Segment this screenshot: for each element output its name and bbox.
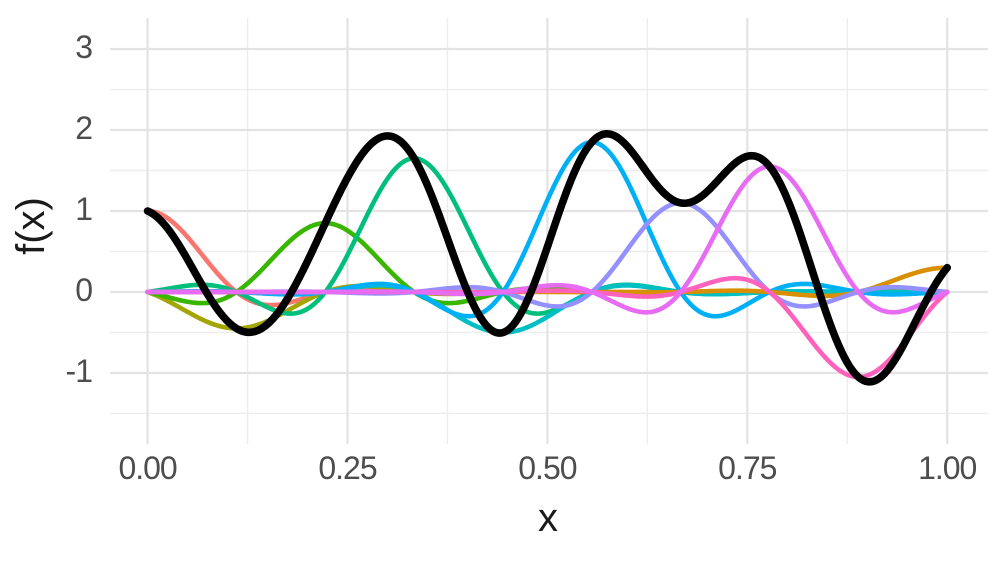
x-tick-label-0.50: 0.50 xyxy=(518,450,577,486)
y-tick-label-3: 3 xyxy=(75,29,93,66)
sum-curve xyxy=(143,130,952,386)
y-tick-label-1: 1 xyxy=(75,190,93,227)
x-tick-label-0.25: 0.25 xyxy=(318,450,377,486)
x-tick-label-0.00: 0.00 xyxy=(118,450,177,486)
y-tick-label--1: -1 xyxy=(65,352,93,389)
y-tick-label-2: 2 xyxy=(75,110,93,146)
basis-curve-orchid xyxy=(145,164,950,315)
y-tick-label-0: 0 xyxy=(75,271,93,308)
x-tick-label-0.75: 0.75 xyxy=(718,450,777,486)
y-axis-title: f(x) xyxy=(9,197,53,255)
x-axis-title: x xyxy=(538,496,558,540)
x-tick-label-1.00: 1.00 xyxy=(918,450,977,486)
